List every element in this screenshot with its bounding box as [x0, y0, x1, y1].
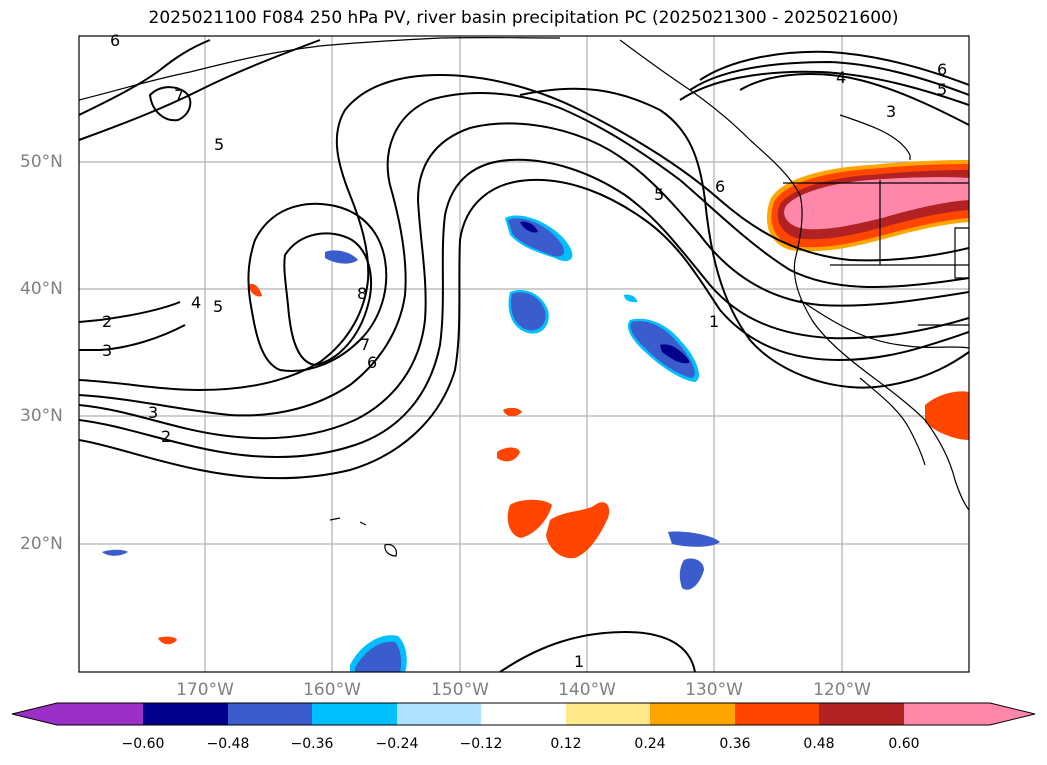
colorbar-tick: 0.24: [634, 736, 666, 752]
contour-ne-6: [679, 70, 969, 106]
lat-label: 30°N: [20, 406, 63, 426]
colorbar-tick: −0.36: [290, 736, 334, 752]
contour-label: 4: [836, 68, 846, 87]
contour-ne-5: [689, 60, 969, 96]
contour-8-ring: [283, 232, 372, 367]
colorbar-tick: −0.60: [121, 736, 165, 752]
colorbar-segment: [566, 703, 650, 725]
contour-3: [79, 158, 969, 458]
map-panel: 7 5 2 3 4 5 8 6 7 3 2 1 5 6 4 3 6 5 1 6: [78, 31, 970, 673]
pos-patch-sw: [925, 391, 969, 440]
lat-label: 40°N: [20, 279, 63, 299]
pos-patch-6: [158, 636, 177, 645]
contour-label: 3: [886, 102, 896, 121]
contour-west-2: [79, 301, 181, 323]
map-background: [79, 36, 969, 672]
contour-top-ring: [148, 86, 192, 122]
pos-patch-5: [546, 502, 610, 559]
colorbar-outline: [11, 702, 1036, 726]
gridlines: [79, 36, 969, 672]
lon-label: 120°W: [813, 680, 871, 700]
coastlines: [79, 36, 969, 557]
contour-label: 2: [102, 312, 112, 331]
colorbar-segment: [397, 703, 481, 725]
lon-label: 130°W: [685, 680, 743, 700]
contour-label: 5: [214, 135, 224, 154]
pos-patch-4: [507, 499, 552, 538]
colorbar-segment: [735, 703, 819, 725]
neg-patch-7: [679, 558, 704, 590]
pc-negative-areas: [102, 215, 720, 672]
contour-north-b: [79, 39, 321, 141]
lon-label: 140°W: [558, 680, 616, 700]
colorbar-tick: −0.48: [206, 736, 250, 752]
colorbar-tick: 0.60: [888, 736, 920, 752]
colorbar-segment: [312, 703, 397, 725]
contour-label: 5: [937, 80, 947, 99]
contour-label: 6: [110, 31, 120, 50]
contour-ne-3: [699, 50, 969, 86]
contour-1: [519, 87, 969, 389]
pos-patch-3: [497, 447, 520, 462]
contour-label: 3: [148, 403, 158, 422]
contour-label: 8: [357, 284, 367, 303]
contour-label: 6: [937, 60, 947, 79]
colorbar-tick: −0.24: [375, 736, 419, 752]
contour-1-south: [499, 630, 696, 672]
neg-patch-4: [325, 250, 358, 264]
contour-2: [79, 178, 969, 480]
contour-label: 6: [367, 353, 377, 372]
contour-label: 7: [174, 86, 184, 105]
colorbar-segment: [819, 703, 904, 725]
contour-label: 5: [213, 297, 223, 316]
contour-label: 7: [360, 335, 370, 354]
neg-patch-6: [668, 531, 720, 547]
colorbar-tick: −0.12: [459, 736, 503, 752]
colorbar-tick: 0.12: [550, 736, 582, 752]
colorbar-segment: [228, 703, 312, 725]
contour-4: [79, 122, 969, 440]
map-frame: [78, 35, 970, 673]
colorbar-segment: [481, 703, 566, 725]
contour-label: 1: [709, 312, 719, 331]
contour-5: [79, 92, 969, 417]
contour-7-ring: [247, 202, 388, 372]
lon-label: 170°W: [176, 680, 234, 700]
contour-label: 6: [715, 177, 725, 196]
lat-label: 50°N: [20, 152, 63, 172]
colorbar-segment: [143, 703, 228, 725]
contour-6: [79, 73, 969, 392]
contour-label: 4: [191, 293, 201, 312]
contour-labels: 7 5 2 3 4 5 8 6 7 3 2 1 5 6 4 3 6 5 1 6: [102, 31, 947, 671]
neg-patch-5: [624, 294, 638, 303]
contour-west-3: [79, 324, 186, 351]
pos-patch-1: [248, 283, 262, 297]
colorbar-extend-high: [904, 703, 1035, 725]
colorbar-tick: 0.48: [803, 736, 835, 752]
contour-label: 1: [574, 652, 584, 671]
contour-label: 5: [654, 185, 664, 204]
pv-contours: [79, 39, 969, 672]
contour-label: 2: [161, 427, 171, 446]
lon-label: 160°W: [303, 680, 361, 700]
contour-ne-4: [739, 73, 969, 126]
neg-patch-9: [102, 549, 128, 556]
colorbar-tick: 0.36: [719, 736, 751, 752]
lat-label: 20°N: [20, 534, 63, 554]
contour-north-a: [79, 39, 211, 116]
lon-label: 150°W: [431, 680, 489, 700]
pos-patch-2: [503, 407, 522, 417]
colorbar: [11, 702, 1036, 726]
contour-label: 3: [102, 341, 112, 360]
colorbar-extend-low: [12, 703, 143, 725]
chart-title: 2025021100 F084 250 hPa PV, river basin …: [148, 8, 899, 28]
colorbar-segment: [650, 703, 735, 725]
pc-positive-areas: [158, 160, 969, 645]
